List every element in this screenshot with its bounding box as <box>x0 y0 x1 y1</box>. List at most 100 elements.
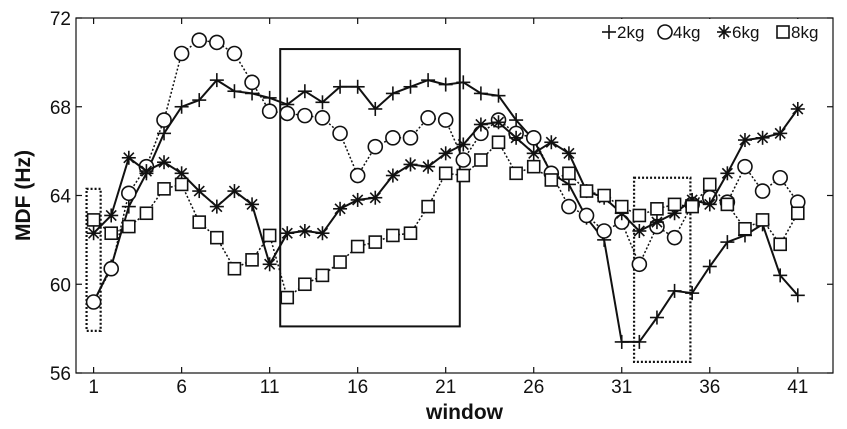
data-point-4kg <box>737 158 753 175</box>
data-point-8kg <box>667 197 682 212</box>
data-point-2kg <box>174 99 189 114</box>
data-point-6kg <box>649 215 664 230</box>
data-point-4kg <box>402 130 419 146</box>
data-point-2kg <box>632 334 647 349</box>
data-point-8kg <box>562 166 576 181</box>
data-point-4kg <box>666 229 683 246</box>
data-point-6kg <box>192 184 207 199</box>
legend-marker-2kg <box>602 25 616 39</box>
data-point-8kg <box>738 221 752 236</box>
data-point-4kg <box>578 207 595 224</box>
y-tick-label: 68 <box>50 98 71 119</box>
data-point-4kg <box>261 103 278 119</box>
data-point-6kg <box>702 197 717 212</box>
data-point-6kg <box>737 133 752 148</box>
y-tick-label: 56 <box>50 364 71 385</box>
data-point-2kg <box>509 113 524 128</box>
series-2kg <box>86 73 805 349</box>
x-tick-label: 21 <box>435 377 456 398</box>
data-point-6kg <box>104 208 119 223</box>
data-point-8kg <box>280 290 295 305</box>
series-8kg <box>86 135 805 305</box>
data-point-6kg <box>174 166 189 181</box>
data-point-2kg <box>438 77 453 92</box>
legend-marker-8kg <box>776 25 790 39</box>
data-point-2kg <box>720 235 735 250</box>
data-point-4kg <box>385 130 401 146</box>
data-point-4kg <box>103 260 120 277</box>
data-point-6kg <box>438 146 453 161</box>
legend-label-6kg: 6kg <box>732 23 759 42</box>
data-point-8kg <box>491 135 506 150</box>
y-tick-label: 72 <box>50 9 71 30</box>
legend-label-8kg: 8kg <box>791 23 818 42</box>
data-point-6kg <box>333 201 348 216</box>
data-point-2kg <box>702 259 717 274</box>
data-point-2kg <box>227 84 242 99</box>
data-point-4kg <box>437 112 454 128</box>
data-point-4kg <box>156 112 172 128</box>
data-point-6kg <box>403 157 418 172</box>
data-point-4kg <box>121 185 137 202</box>
legend-entry-8kg: 8kg <box>776 23 818 42</box>
data-point-4kg <box>525 130 542 146</box>
data-point-4kg <box>297 107 313 124</box>
data-point-4kg <box>332 125 348 142</box>
data-point-8kg <box>790 206 805 221</box>
data-point-6kg <box>720 166 735 181</box>
data-point-6kg <box>368 190 383 205</box>
data-point-4kg <box>631 256 648 273</box>
annotation-box-1 <box>85 187 102 332</box>
data-point-8kg <box>403 226 418 241</box>
data-point-8kg <box>386 228 400 243</box>
data-point-6kg <box>544 135 559 150</box>
data-point-6kg <box>209 199 224 214</box>
data-point-6kg <box>561 146 576 161</box>
data-point-8kg <box>702 177 717 192</box>
data-point-2kg <box>614 334 629 349</box>
data-point-8kg <box>544 173 559 187</box>
data-point-6kg <box>385 168 400 183</box>
data-point-2kg <box>262 90 277 105</box>
data-point-8kg <box>350 239 365 254</box>
data-point-4kg <box>455 152 472 168</box>
x-tick-label: 41 <box>787 377 808 398</box>
data-point-4kg <box>561 198 577 215</box>
data-point-8kg <box>438 166 453 181</box>
x-tick-label: 1 <box>88 377 99 398</box>
data-point-4kg <box>596 223 612 239</box>
data-point-2kg <box>649 310 664 325</box>
data-point-6kg <box>350 192 365 207</box>
data-point-2kg <box>315 95 330 110</box>
data-point-8kg <box>192 215 207 229</box>
data-point-2kg <box>773 268 788 283</box>
data-point-6kg <box>227 184 242 199</box>
data-point-8kg <box>614 199 629 214</box>
series-4kg <box>85 32 806 310</box>
data-point-2kg <box>456 75 471 90</box>
data-point-6kg <box>280 226 295 241</box>
data-point-8kg <box>579 184 594 198</box>
annotation-box-2 <box>279 48 461 328</box>
series-layer <box>85 32 806 349</box>
data-point-8kg <box>632 208 647 223</box>
data-point-8kg <box>685 199 699 214</box>
legend-marker-4kg <box>657 24 673 40</box>
data-point-8kg <box>298 277 312 292</box>
data-point-4kg <box>209 34 225 51</box>
data-point-4kg <box>244 74 260 91</box>
y-axis-title: MDF (Hz) <box>12 150 35 241</box>
data-point-2kg <box>192 93 207 108</box>
data-point-6kg <box>86 226 101 241</box>
data-point-2kg <box>350 79 365 94</box>
data-point-8kg <box>368 235 383 249</box>
data-point-6kg <box>773 126 788 141</box>
data-point-8kg <box>421 199 435 214</box>
data-point-8kg <box>122 219 136 234</box>
data-point-2kg <box>667 283 682 298</box>
legend-entry-4kg: 4kg <box>657 23 700 42</box>
data-point-2kg <box>333 79 348 94</box>
data-point-8kg <box>139 206 154 221</box>
